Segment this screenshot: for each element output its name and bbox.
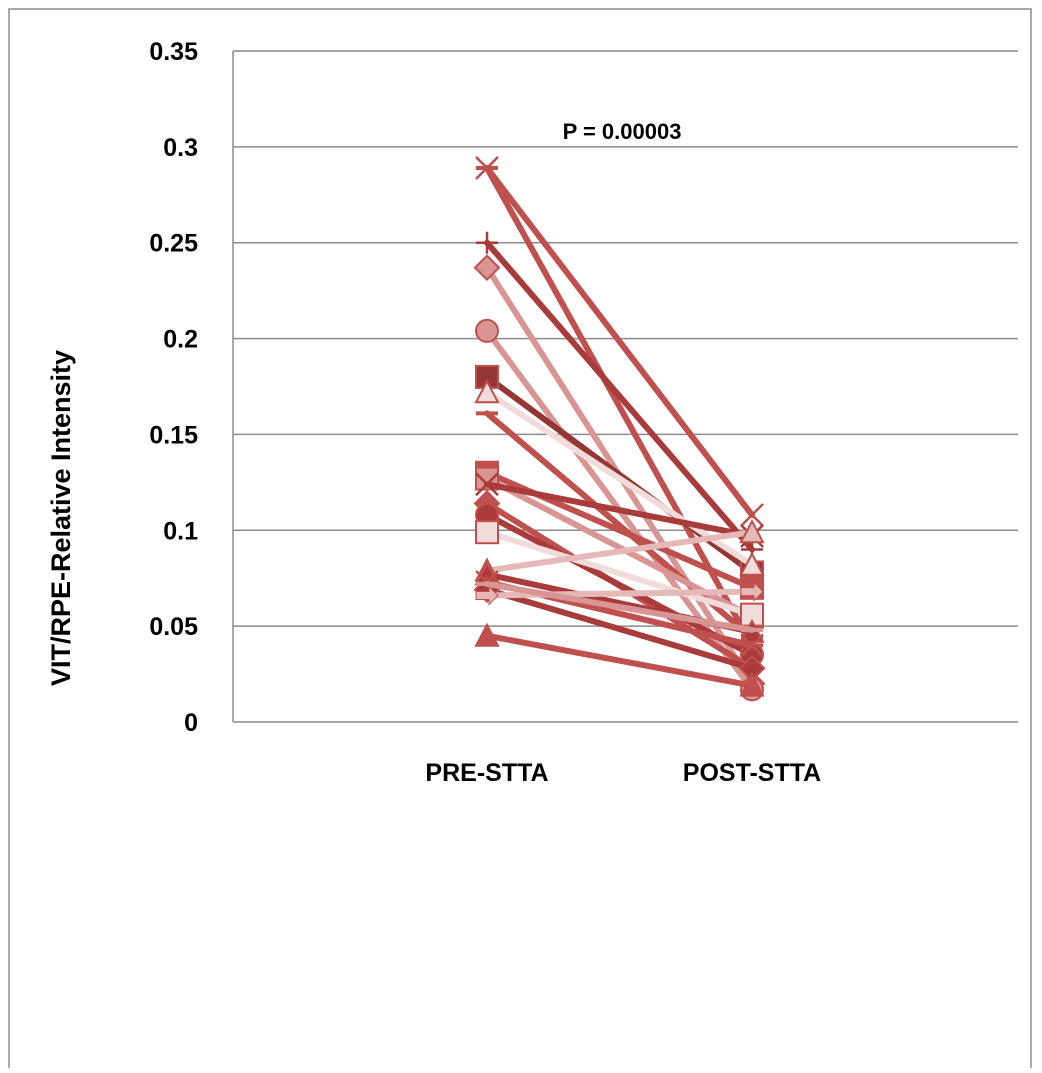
series-line (484, 529, 755, 574)
y-tick-label: 0.2 (163, 326, 198, 354)
point-marker (740, 633, 764, 658)
point-marker (740, 581, 764, 602)
chart-border (8, 8, 1032, 1070)
series-line (484, 632, 755, 689)
data-series (476, 580, 763, 633)
point-marker (740, 503, 764, 527)
point-marker (474, 622, 500, 647)
y-tick-label: 0 (184, 709, 198, 737)
point-marker (475, 318, 499, 343)
series-line (484, 239, 755, 553)
y-tick-label: 0.15 (149, 421, 198, 449)
x-tick-label: POST-STTA (683, 759, 821, 787)
point-marker (473, 254, 501, 282)
point-marker (476, 231, 498, 254)
axes (232, 51, 1018, 723)
y-tick-label: 0.3 (163, 134, 198, 162)
series-line (484, 529, 755, 618)
series-line (484, 511, 755, 658)
series-line (484, 481, 755, 540)
point-marker (475, 520, 499, 545)
y-tick-label: 0.25 (149, 230, 198, 258)
data-series (475, 520, 764, 627)
y-tick-label: 0.35 (149, 38, 198, 66)
gridlines (233, 50, 1018, 627)
point-marker (739, 551, 765, 576)
point-marker (739, 519, 765, 544)
series-line (484, 164, 755, 518)
y-axis-title: VIT/RPE-Relative Intensity (46, 350, 76, 686)
point-marker (475, 585, 499, 606)
p-value-annotation: P = 0.00003 (563, 119, 682, 144)
x-tick-label: PRE-STTA (425, 759, 548, 787)
point-marker (474, 379, 500, 404)
point-marker (475, 472, 499, 497)
y-tick-label: 0.1 (163, 517, 198, 545)
labels: P = 0.00003 VIT/RPE-Relative Intensity 0… (46, 38, 821, 787)
data-series (475, 581, 764, 606)
y-tick-label: 0.05 (149, 613, 198, 641)
series-line (484, 580, 755, 633)
series-line (484, 586, 755, 672)
series-line (484, 588, 755, 599)
data-series (474, 622, 765, 697)
point-marker (739, 672, 765, 697)
series-layer (473, 156, 766, 702)
